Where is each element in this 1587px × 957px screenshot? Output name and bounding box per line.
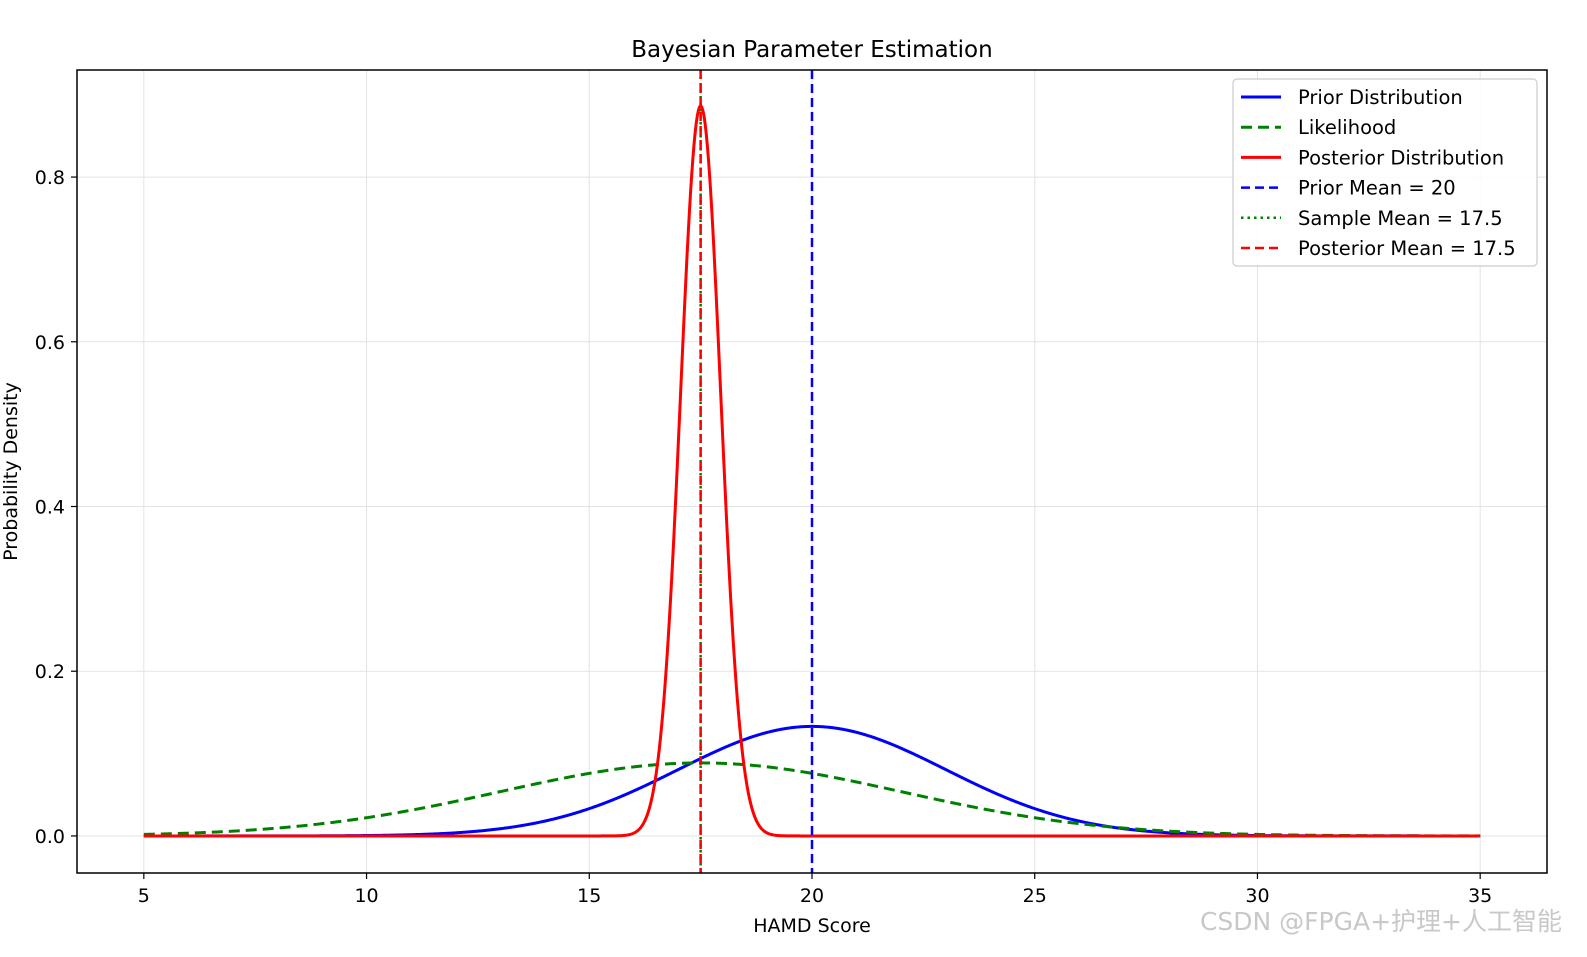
- legend-label-1: Likelihood: [1298, 116, 1396, 139]
- legend-label-5: Posterior Mean = 17.5: [1298, 237, 1516, 260]
- legend-label-3: Prior Mean = 20: [1298, 177, 1456, 200]
- y-tick-label: 0.8: [35, 167, 65, 189]
- y-tick-label: 0.6: [35, 332, 65, 354]
- x-tick-label: 30: [1245, 885, 1269, 907]
- series-line-1: [143, 761, 1481, 838]
- legend-label-4: Sample Mean = 17.5: [1298, 207, 1503, 230]
- legend-label-0: Prior Distribution: [1298, 86, 1463, 109]
- chart-title: Bayesian Parameter Estimation: [631, 37, 992, 63]
- series-line-2: [143, 104, 1481, 838]
- y-tick-label: 0.0: [35, 826, 65, 848]
- y-tick-label: 0.2: [35, 661, 65, 683]
- y-tick-label: 0.4: [35, 497, 65, 519]
- x-axis-label: HAMD Score: [753, 915, 871, 937]
- legend-label-2: Posterior Distribution: [1298, 146, 1504, 169]
- x-tick-label: 5: [138, 885, 150, 907]
- x-tick-label: 25: [1023, 885, 1047, 907]
- x-tick-label: 35: [1468, 885, 1492, 907]
- x-tick-label: 20: [800, 885, 824, 907]
- legend-box: [1232, 78, 1538, 267]
- watermark: CSDN @FPGA+护理+人工智能: [1200, 907, 1562, 936]
- y-axis-label: Probability Density: [0, 382, 22, 561]
- x-tick-label: 10: [354, 885, 378, 907]
- x-tick-label: 15: [577, 885, 601, 907]
